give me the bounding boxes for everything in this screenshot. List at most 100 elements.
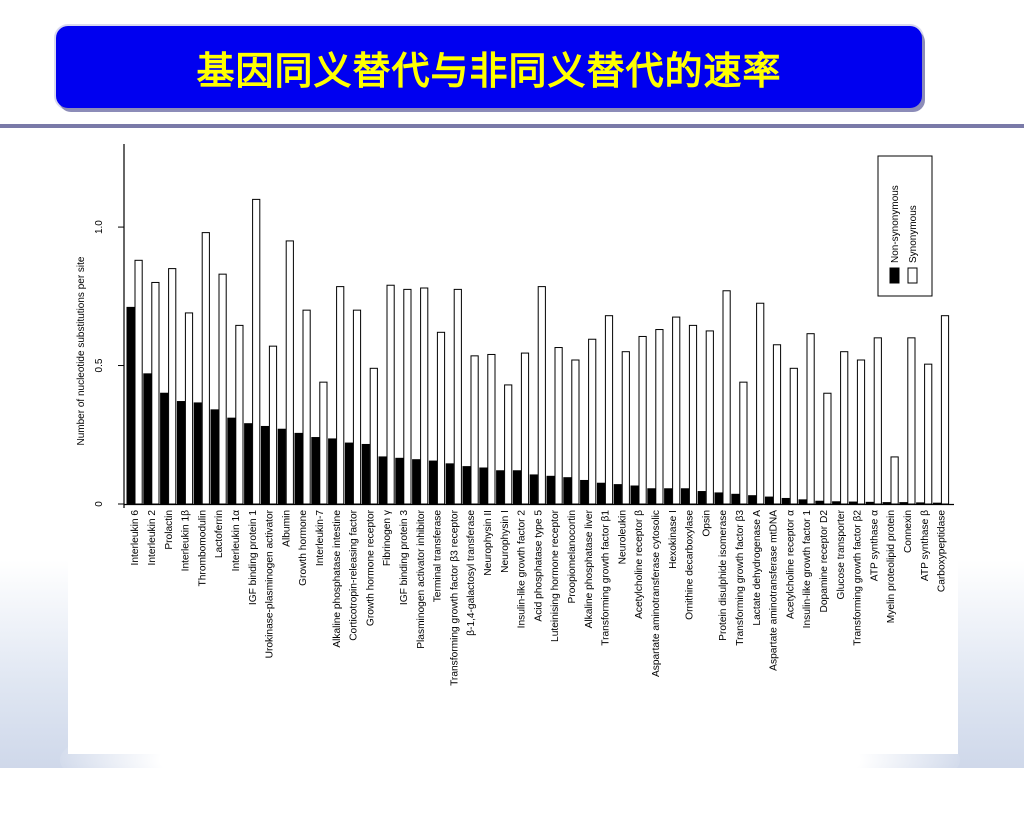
bar-non-synonymous [277, 428, 286, 505]
bar-synonymous [319, 381, 328, 505]
bar-synonymous [672, 316, 681, 505]
bar-non-synonymous [916, 502, 925, 505]
x-category-label: Connexin [903, 510, 914, 553]
x-category-label: Acetylcholine receptor β [634, 510, 645, 619]
bar-non-synonymous [630, 485, 639, 505]
bar-non-synonymous [664, 488, 673, 505]
bar-non-synonymous [496, 470, 505, 505]
x-category-label: Transforming growth factor β3 receptor [449, 509, 460, 686]
x-category-label: Plasminogen activator inhibitor [416, 509, 427, 648]
x-category-label: Ornithine decarboxylase [685, 510, 696, 620]
x-category-label: Interleukin 1β [181, 510, 192, 571]
bar-synonymous [487, 353, 496, 505]
bar-synonymous [386, 284, 395, 505]
bar-non-synonymous [546, 475, 555, 505]
bar-synonymous [554, 347, 563, 505]
bar-synonymous [873, 337, 882, 505]
bar-synonymous [604, 315, 614, 505]
bar-synonymous [168, 268, 177, 505]
bar-non-synonymous [563, 477, 572, 505]
bar-non-synonymous [680, 488, 690, 505]
bar-synonymous [840, 351, 849, 505]
bar-series [126, 198, 950, 505]
bar-synonymous [453, 288, 462, 505]
legend-box [877, 155, 933, 297]
x-category-label: Terminal transferase [433, 510, 444, 603]
x-category-label: Interleukin 1α [231, 510, 242, 571]
bar-synonymous [235, 324, 244, 505]
x-category-label: Aspartate aminotransferase cytosolic [651, 510, 662, 677]
bar-synonymous [184, 312, 194, 505]
bar-non-synonymous [748, 495, 757, 505]
x-category-label: Acetylcholine receptor α [785, 510, 796, 619]
title-banner: 基因同义替代与非同义替代的速率 [56, 26, 922, 108]
x-category-label: Luteinising hormone receptor [550, 509, 561, 642]
x-category-label: Aspartate aminotransferase mtDNA [769, 510, 780, 671]
bar-synonymous [588, 338, 597, 505]
bar-non-synonymous [899, 502, 908, 505]
x-category-label: Prolactin [164, 510, 175, 550]
x-category-label: Transforming growth factor β1 [601, 510, 612, 646]
legend-label-non-synonymous: Non-synonymous [890, 185, 901, 263]
bar-synonymous [940, 315, 950, 505]
x-category-label: Alkaline phosphatase liver [584, 509, 595, 628]
bar-synonymous [285, 240, 294, 505]
bar-non-synonymous [832, 501, 841, 505]
y-tick-label: 0 [94, 501, 105, 507]
bar-non-synonymous [244, 423, 253, 505]
bar-synonymous [789, 367, 798, 505]
bar-synonymous [571, 359, 580, 505]
x-category-label: Opsin [701, 510, 712, 537]
bar-synonymous [252, 198, 261, 505]
bar-synonymous [924, 363, 933, 505]
bar-synonymous [907, 337, 916, 505]
legend-swatch-synonymous [907, 267, 918, 284]
bar-non-synonymous [781, 497, 790, 505]
bar-synonymous [201, 232, 210, 505]
bar-non-synonymous [143, 373, 152, 505]
x-category-label: Albumin [281, 510, 292, 547]
bar-non-synonymous [378, 456, 387, 505]
bar-non-synonymous [848, 501, 858, 505]
x-category-label: Proopiomelanocortin [567, 510, 578, 603]
x-category-label: IGF binding protein 1 [248, 510, 259, 605]
x-category-label: Glucose transporter [836, 509, 847, 599]
bar-non-synonymous [462, 466, 471, 505]
x-category-label: Thrombomodulin [197, 510, 208, 586]
bar-non-synonymous [176, 401, 186, 505]
bar-synonymous [218, 273, 227, 505]
bar-synonymous [856, 359, 866, 505]
bar-synonymous [638, 335, 647, 505]
x-category-label: Hexokinase I [668, 510, 679, 569]
bar-non-synonymous [865, 501, 874, 505]
bar-synonymous [268, 345, 278, 505]
bar-non-synonymous [580, 479, 589, 505]
chart-legend: Non-synonymous Synonymous [877, 155, 933, 297]
x-category-label: Interleukin-7 [315, 510, 326, 566]
x-category-label: ATP synthase β [920, 510, 931, 581]
bar-non-synonymous [764, 496, 774, 505]
bar-synonymous [420, 287, 429, 505]
bar-synonymous [537, 286, 546, 505]
bar-synonymous [655, 329, 664, 505]
bar-non-synonymous [361, 443, 370, 505]
x-category-label: Growth hormone [298, 510, 309, 586]
bar-synonymous [688, 324, 698, 505]
bar-synonymous [436, 331, 446, 505]
bar-non-synonymous [731, 493, 740, 505]
x-category-label: Neuroleukin [617, 510, 628, 564]
bar-non-synonymous [210, 409, 219, 505]
bar-non-synonymous [193, 402, 202, 505]
x-category-label: Interleukin 2 [147, 510, 158, 566]
bar-non-synonymous [412, 459, 421, 505]
bar-non-synonymous [882, 502, 891, 505]
bar-non-synonymous [428, 460, 438, 505]
x-category-label: Myelin proteolipid protein [886, 510, 897, 623]
bar-synonymous [705, 330, 714, 505]
bar-non-synonymous [445, 463, 454, 505]
bar-synonymous [403, 288, 412, 505]
bar-non-synonymous [344, 442, 354, 505]
x-category-label: Urokinase-plasminogen activator [265, 509, 276, 658]
x-category-label: Carboxypeptidase [937, 510, 948, 592]
x-category-label: ATP synthase α [869, 510, 880, 581]
